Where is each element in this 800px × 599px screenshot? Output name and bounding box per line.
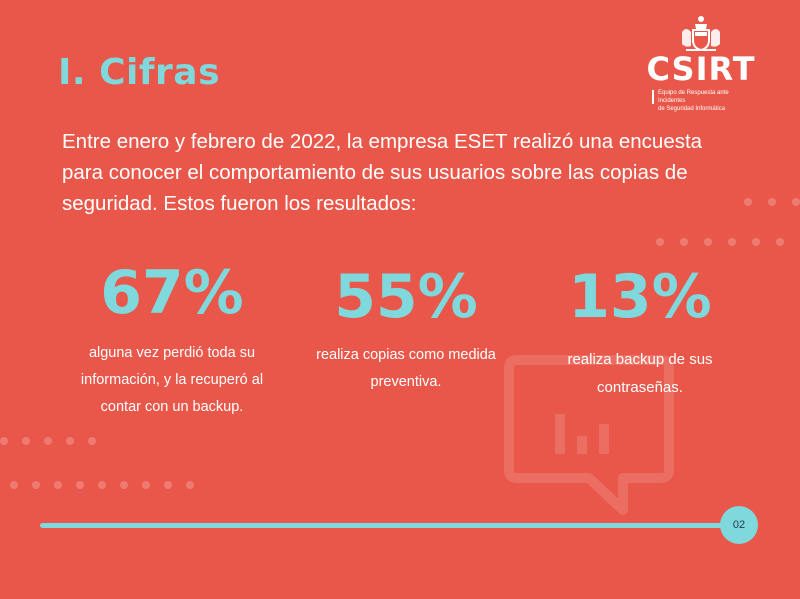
intro-paragraph: Entre enero y febrero de 2022, la empres…	[62, 130, 703, 215]
page-title: I. Cifras	[58, 52, 220, 93]
stat-description: realiza copias como medida preventiva.	[316, 347, 496, 390]
stat-card: 67% alguna vez perdió toda su informació…	[62, 258, 282, 421]
footer-divider	[40, 523, 724, 528]
stat-value: 13%	[568, 262, 712, 332]
stat-card: 55% realiza copias como medida preventiv…	[296, 262, 516, 396]
logo-subtitle-line-2: de Seguridad Informática	[658, 106, 726, 112]
logo-name: CSIRT	[646, 50, 756, 88]
stat-card: 13% realiza backup de sus contraseñas.	[530, 262, 750, 402]
coat-of-arms-icon	[682, 16, 720, 52]
page-number: 02	[720, 506, 758, 544]
stat-description: realiza backup de sus contraseñas.	[567, 351, 713, 396]
csirt-logo: CSIRT Equipo de Respuesta ante Incidente…	[646, 14, 756, 112]
stat-value: 67%	[100, 258, 244, 328]
chat-bar-chart-icon	[504, 355, 674, 515]
logo-subtitle-line-1: Equipo de Respuesta ante Incidentes	[658, 90, 729, 104]
stat-value: 55%	[334, 262, 478, 332]
logo-rule	[652, 90, 654, 104]
stat-description: alguna vez perdió toda su información, y…	[80, 345, 264, 415]
logo-subtitle: Equipo de Respuesta ante Incidentes de S…	[658, 89, 754, 113]
